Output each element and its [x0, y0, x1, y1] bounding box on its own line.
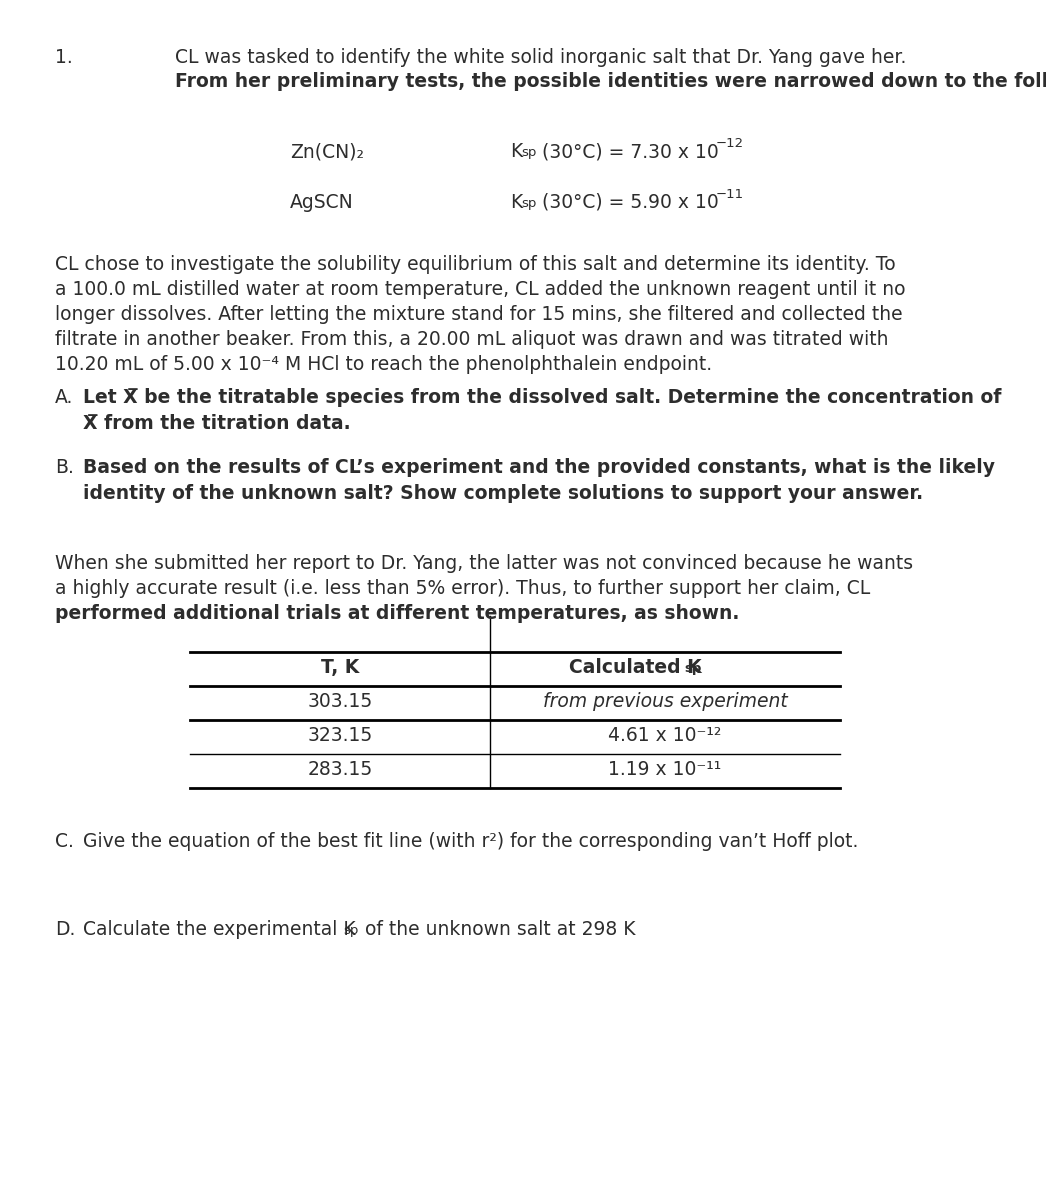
Text: a 100.0 mL distilled water at room temperature, CL added the unknown reagent unt: a 100.0 mL distilled water at room tempe…	[55, 279, 906, 298]
Text: Based on the results of CL’s experiment and the provided constants, what is the : Based on the results of CL’s experiment …	[83, 458, 995, 477]
Text: sp: sp	[521, 196, 537, 210]
Text: AgSCN: AgSCN	[290, 193, 354, 212]
Text: a highly accurate result (i.e. less than 5% error). Thus, to further support her: a highly accurate result (i.e. less than…	[55, 579, 870, 598]
Text: 4.61 x 10⁻¹²: 4.61 x 10⁻¹²	[609, 726, 722, 745]
Text: 323.15: 323.15	[308, 726, 372, 745]
Text: X̅ from the titration data.: X̅ from the titration data.	[83, 413, 350, 432]
Text: −12: −12	[717, 138, 744, 151]
Text: 10.20 mL of 5.00 x 10⁻⁴ M HCl to reach the phenolphthalein endpoint.: 10.20 mL of 5.00 x 10⁻⁴ M HCl to reach t…	[55, 355, 712, 374]
Text: 1.: 1.	[55, 48, 73, 67]
Text: Calculated K: Calculated K	[569, 659, 701, 677]
Text: K: K	[510, 193, 522, 212]
Text: (30°C) = 5.90 x 10: (30°C) = 5.90 x 10	[536, 193, 719, 212]
Text: performed additional trials at different temperatures, as shown.: performed additional trials at different…	[55, 604, 740, 623]
Text: C.: C.	[55, 833, 74, 852]
Text: T, K: T, K	[321, 659, 359, 677]
Text: from previous experiment: from previous experiment	[543, 692, 788, 712]
Text: (30°C) = 7.30 x 10: (30°C) = 7.30 x 10	[536, 143, 719, 162]
Text: identity of the unknown salt? Show complete solutions to support your answer.: identity of the unknown salt? Show compl…	[83, 484, 924, 503]
Text: 303.15: 303.15	[308, 692, 372, 712]
Text: CL chose to investigate the solubility equilibrium of this salt and determine it: CL chose to investigate the solubility e…	[55, 255, 895, 273]
Text: longer dissolves. After letting the mixture stand for 15 mins, she filtered and : longer dissolves. After letting the mixt…	[55, 304, 903, 323]
Text: Let X̅ be the titratable species from the dissolved salt. Determine the concentr: Let X̅ be the titratable species from th…	[83, 388, 1001, 406]
Text: −11: −11	[717, 188, 744, 201]
Text: filtrate in another beaker. From this, a 20.00 mL aliquot was drawn and was titr: filtrate in another beaker. From this, a…	[55, 329, 888, 349]
Text: Zn(CN)₂: Zn(CN)₂	[290, 143, 364, 162]
Text: of the unknown salt at 298 K: of the unknown salt at 298 K	[359, 920, 636, 939]
Text: CL was tasked to identify the white solid inorganic salt that Dr. Yang gave her.: CL was tasked to identify the white soli…	[175, 48, 907, 67]
Text: sp: sp	[343, 925, 359, 937]
Text: From her preliminary tests, the possible identities were narrowed down to the fo: From her preliminary tests, the possible…	[175, 72, 1046, 91]
Text: 283.15: 283.15	[308, 761, 372, 780]
Text: When she submitted her report to Dr. Yang, the latter was not convinced because : When she submitted her report to Dr. Yan…	[55, 553, 913, 573]
Text: 1.19 x 10⁻¹¹: 1.19 x 10⁻¹¹	[609, 761, 722, 780]
Text: B.: B.	[55, 458, 74, 477]
Text: A.: A.	[55, 388, 73, 406]
Text: sp: sp	[521, 146, 537, 159]
Text: sp: sp	[684, 662, 702, 676]
Text: D.: D.	[55, 920, 75, 939]
Text: Give the equation of the best fit line (with r²) for the corresponding van’t Hof: Give the equation of the best fit line (…	[83, 833, 859, 852]
Text: K: K	[510, 143, 522, 162]
Text: Calculate the experimental K: Calculate the experimental K	[83, 920, 356, 939]
